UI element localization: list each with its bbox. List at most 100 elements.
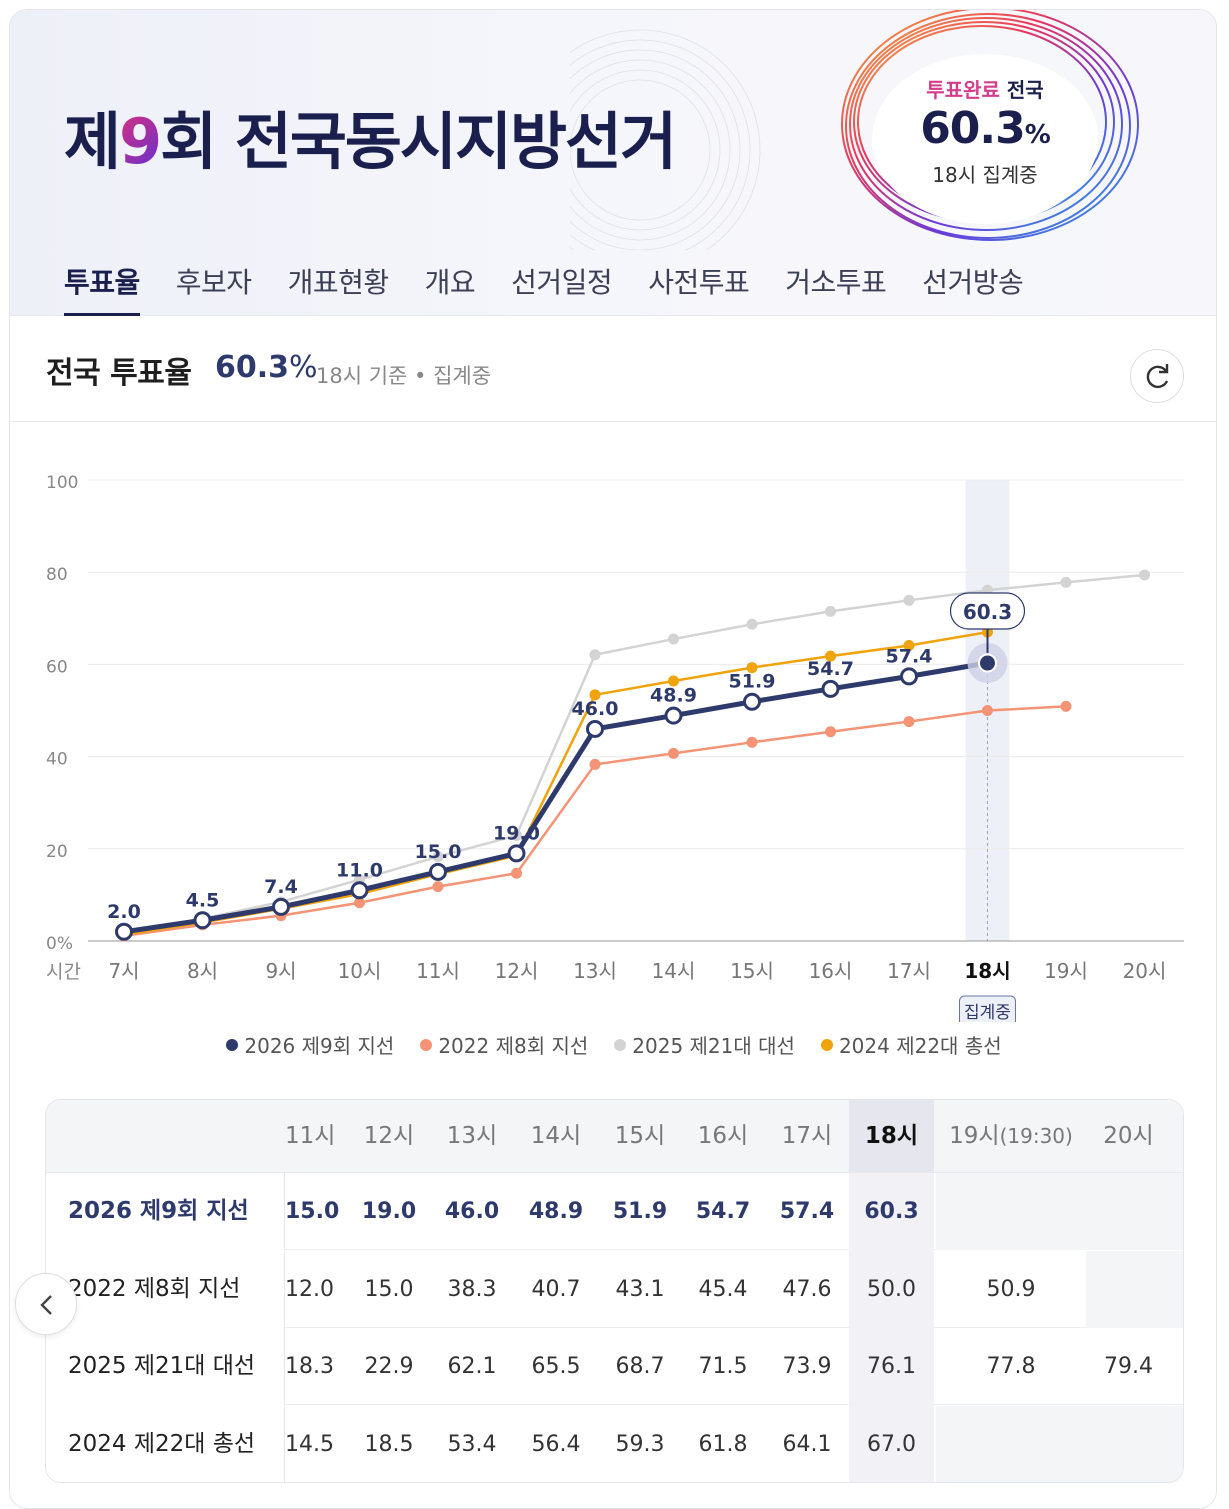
- empty-cell: [1086, 1173, 1183, 1250]
- turnout-table: 11시 12시 13시 14시 15시 16시 17시 18시 19시(19:3…: [45, 1099, 1184, 1483]
- legend-item[interactable]: 2025 제21대 대선: [614, 1030, 795, 1059]
- col-header: 15시: [614, 1123, 666, 1149]
- x-tick-label: 10시: [338, 959, 382, 983]
- series-point: [821, 679, 840, 698]
- x-tick-label: 15시: [730, 959, 774, 983]
- series-point: [586, 719, 604, 738]
- table-cell: 48.9: [528, 1199, 584, 1224]
- col-header: 12시: [363, 1123, 415, 1149]
- table-cell: 76.1: [849, 1328, 934, 1405]
- table-cell: 12.0: [285, 1276, 334, 1302]
- series-point: [1060, 700, 1072, 712]
- series-point: [746, 662, 758, 674]
- tab-counting[interactable]: 개표현황: [287, 266, 390, 299]
- series-point: [511, 867, 522, 879]
- y-tick-label: 100: [46, 473, 78, 493]
- table-cell: 15.0: [364, 1276, 414, 1302]
- section-rate: 60.3%: [215, 350, 318, 385]
- table-cell: 14.5: [285, 1431, 334, 1457]
- series-point: [429, 862, 447, 881]
- y-tick-label: 60: [46, 657, 68, 677]
- table-cell: 77.8: [986, 1354, 1036, 1379]
- current-callout-box: [949, 592, 1026, 630]
- table-cell: 60.3: [849, 1173, 934, 1250]
- empty-cell: [936, 1173, 1086, 1250]
- x-tick-label: 17시: [887, 959, 931, 983]
- y-tick-label: 0%: [46, 934, 73, 954]
- table-cell: 68.7: [615, 1354, 665, 1379]
- table-cell: 40.7: [531, 1276, 581, 1302]
- table-cell: 71.5: [698, 1354, 748, 1379]
- y-tick-label: 40: [46, 750, 68, 770]
- x-tick-label: 11시: [416, 959, 460, 983]
- legend-dot: [226, 1038, 239, 1051]
- series-point: [664, 706, 683, 725]
- series-point: [589, 689, 601, 701]
- data-label: 2.0: [107, 901, 141, 923]
- tab-overview[interactable]: 개요: [424, 266, 476, 299]
- series-point: [982, 705, 993, 716]
- current-point: [978, 653, 997, 673]
- table-cell: 18.5: [364, 1431, 414, 1457]
- empty-cell: [1086, 1405, 1183, 1482]
- series-point: [825, 605, 836, 617]
- series-point: [1060, 576, 1072, 588]
- table-cell: 43.1: [615, 1276, 665, 1302]
- series-point: [350, 881, 369, 900]
- series-point: [668, 747, 679, 759]
- table-row: 2024 제22대 총선 14.5 18.5 53.4 56.4 59.3 61.8 64.1…: [46, 1405, 1183, 1482]
- chevron-left-icon: [40, 1295, 52, 1315]
- x-tick-label: 7시: [108, 959, 139, 983]
- legend-item[interactable]: 2026 제9회 지선: [226, 1030, 394, 1059]
- data-label: 19.0: [493, 822, 540, 844]
- table-cell: 67.0: [849, 1405, 934, 1482]
- current-hour-badge-label: 집계중: [964, 1003, 1011, 1022]
- data-label: 15.0: [415, 841, 462, 863]
- x-tick-label: 20시: [1123, 959, 1167, 983]
- series-point: [432, 851, 444, 863]
- row-label: 2026 제9회 지선: [46, 1173, 285, 1250]
- empty-cell: [1086, 1250, 1183, 1328]
- x-axis-title: 시간: [46, 961, 81, 983]
- tab-absentee-voting[interactable]: 거소투표: [785, 266, 887, 299]
- series-point: [746, 736, 758, 748]
- table-header: 11시 12시 13시 14시 15시 16시 17시 18시 19시(19:3…: [46, 1100, 1183, 1173]
- tab-early-voting[interactable]: 사전투표: [648, 266, 750, 299]
- tab-bar: 투표율 후보자 개표현황 개요 선거일정 사전투표 거소투표 선거방송: [64, 248, 1059, 316]
- series-point: [1139, 569, 1150, 581]
- data-label: 46.0: [572, 698, 619, 720]
- row-label: 2022 제8회 지선: [46, 1250, 285, 1328]
- table-row: 2025 제21대 대선 18.3 22.9 62.1 65.5 68.7 71.5 73.9…: [46, 1328, 1183, 1405]
- table-row: 2026 제9회 지선 15.0 19.0 46.0 48.9 51.9 54.7 57.4 6…: [46, 1173, 1183, 1250]
- series-point: [354, 897, 365, 909]
- turnout-line-chart: 100 80 60 40 20 0% 시간 7시 8시 9시 10시 11시 12시 13시 14시 15시 1…: [46, 473, 1184, 1022]
- tab-turnout[interactable]: 투표율: [64, 248, 140, 316]
- series-line: [123, 660, 988, 935]
- section-title: 전국 투표율: [46, 356, 192, 391]
- tab-schedule[interactable]: 선거일정: [511, 266, 613, 299]
- page-title: 제9회 전국동시지방선거: [64, 105, 677, 178]
- table-cell: 18.3: [285, 1354, 334, 1379]
- table-cell: 46.0: [444, 1199, 500, 1224]
- election-header: 제9회 전국동시지방선거 투표완료 전국 60.3% 18시 집계중 투표율 후…: [10, 10, 1216, 316]
- table-cell: 79.4: [1104, 1354, 1153, 1379]
- table-cell: 61.8: [698, 1431, 748, 1457]
- table-cell: 50.0: [849, 1250, 934, 1328]
- series-point: [193, 911, 212, 930]
- tab-broadcast[interactable]: 선거방송: [922, 266, 1024, 299]
- table-cell: 53.4: [447, 1431, 497, 1457]
- current-hour-badge: [959, 995, 1016, 1022]
- y-tick-label: 20: [46, 842, 68, 862]
- refresh-button[interactable]: [1130, 349, 1184, 403]
- series-point: [589, 649, 601, 661]
- col-header: 13시: [446, 1123, 498, 1149]
- legend-item[interactable]: 2022 제8회 지선: [420, 1030, 588, 1059]
- row-label: 2024 제22대 총선: [46, 1405, 285, 1482]
- series-point: [272, 897, 290, 916]
- section-meta: 18시 기준 • 집계중: [316, 364, 492, 388]
- tab-candidates[interactable]: 후보자: [175, 266, 252, 299]
- series-line: [123, 705, 1067, 938]
- table-prev-button[interactable]: [15, 1273, 77, 1335]
- series-point: [589, 758, 601, 770]
- legend-item[interactable]: 2024 제22대 총선: [820, 1030, 1002, 1059]
